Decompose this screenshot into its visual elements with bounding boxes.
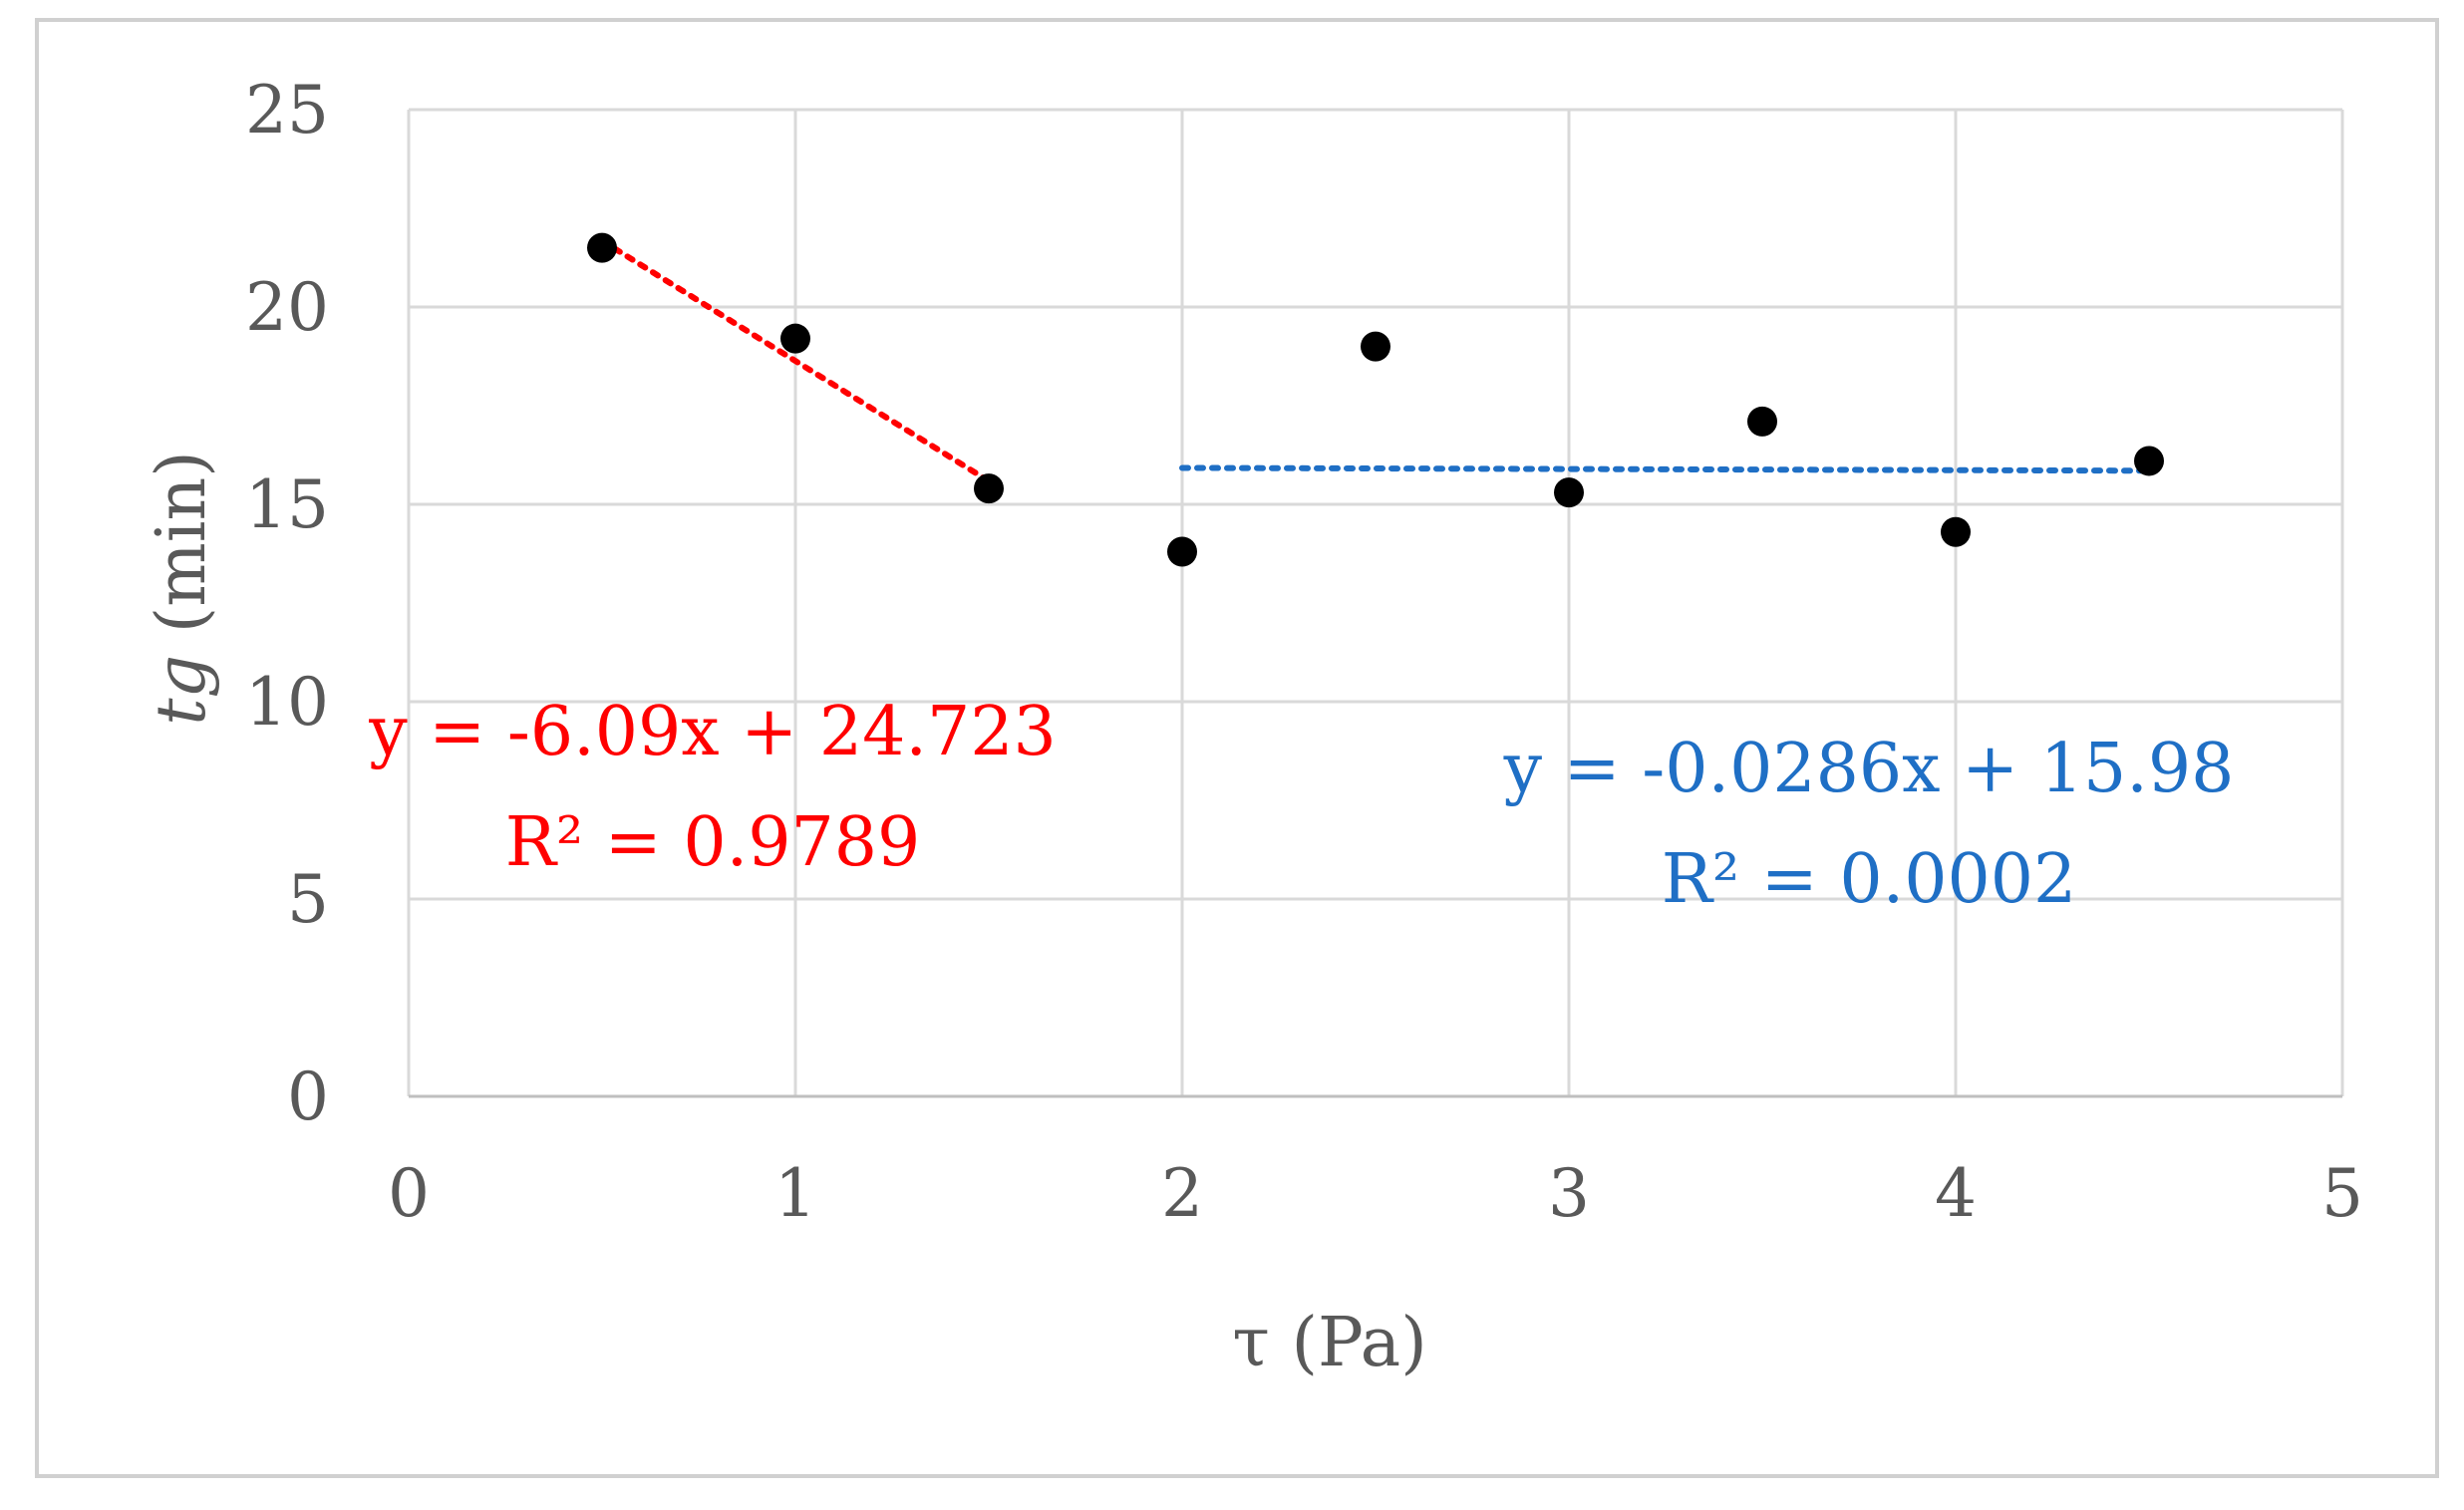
- x-tick-label: 1: [774, 1155, 816, 1232]
- y-tick-label: 15: [245, 466, 329, 543]
- chart-frame: [35, 18, 2439, 1478]
- x-tick-label: 2: [1161, 1155, 1203, 1232]
- data-point: [1361, 331, 1390, 362]
- trendline-2-r2: R² = 0.0002: [1662, 840, 2077, 919]
- x-tick-labels: 0 1 2 3 4 5: [388, 1155, 2363, 1232]
- trendline-1-r2: R² = 0.9789: [505, 803, 921, 882]
- y-tick-labels: 0 5 10 15 20 25: [245, 72, 329, 1135]
- data-point: [780, 323, 810, 354]
- y-tick-label: 25: [245, 72, 329, 149]
- data-point: [587, 232, 617, 263]
- y-tick-label: 0: [287, 1058, 329, 1135]
- y-axis-title-symbol: tg: [143, 655, 221, 726]
- x-tick-label: 5: [2321, 1155, 2363, 1232]
- x-tick-label: 4: [1935, 1155, 1977, 1232]
- data-point: [1167, 536, 1197, 567]
- y-tick-label: 10: [245, 664, 329, 741]
- trendlines: [599, 237, 2152, 484]
- data-point: [2134, 446, 2164, 476]
- trendline-2-equation: y = -0.0286x + 15.98: [1503, 730, 2235, 808]
- y-tick-label: 5: [287, 861, 329, 938]
- data-points: [587, 232, 2164, 567]
- data-point: [1941, 516, 1971, 547]
- y-tick-label: 20: [245, 269, 329, 346]
- x-axis-title: τ (Pa): [1232, 1304, 1427, 1382]
- x-tick-label: 3: [1548, 1155, 1590, 1232]
- trendline-2: [1179, 464, 2152, 474]
- grid: [407, 108, 2344, 1098]
- y-axis-title: tg (min): [143, 451, 221, 726]
- data-point: [974, 473, 1004, 504]
- data-point: [1554, 477, 1584, 508]
- trendline-1-equation: y = -6.09x + 24.723: [368, 693, 1057, 771]
- x-tick-label: 0: [388, 1155, 430, 1232]
- y-axis-title-unit: (min): [143, 451, 221, 655]
- trendline-1: [599, 237, 992, 484]
- data-point: [1747, 406, 1777, 437]
